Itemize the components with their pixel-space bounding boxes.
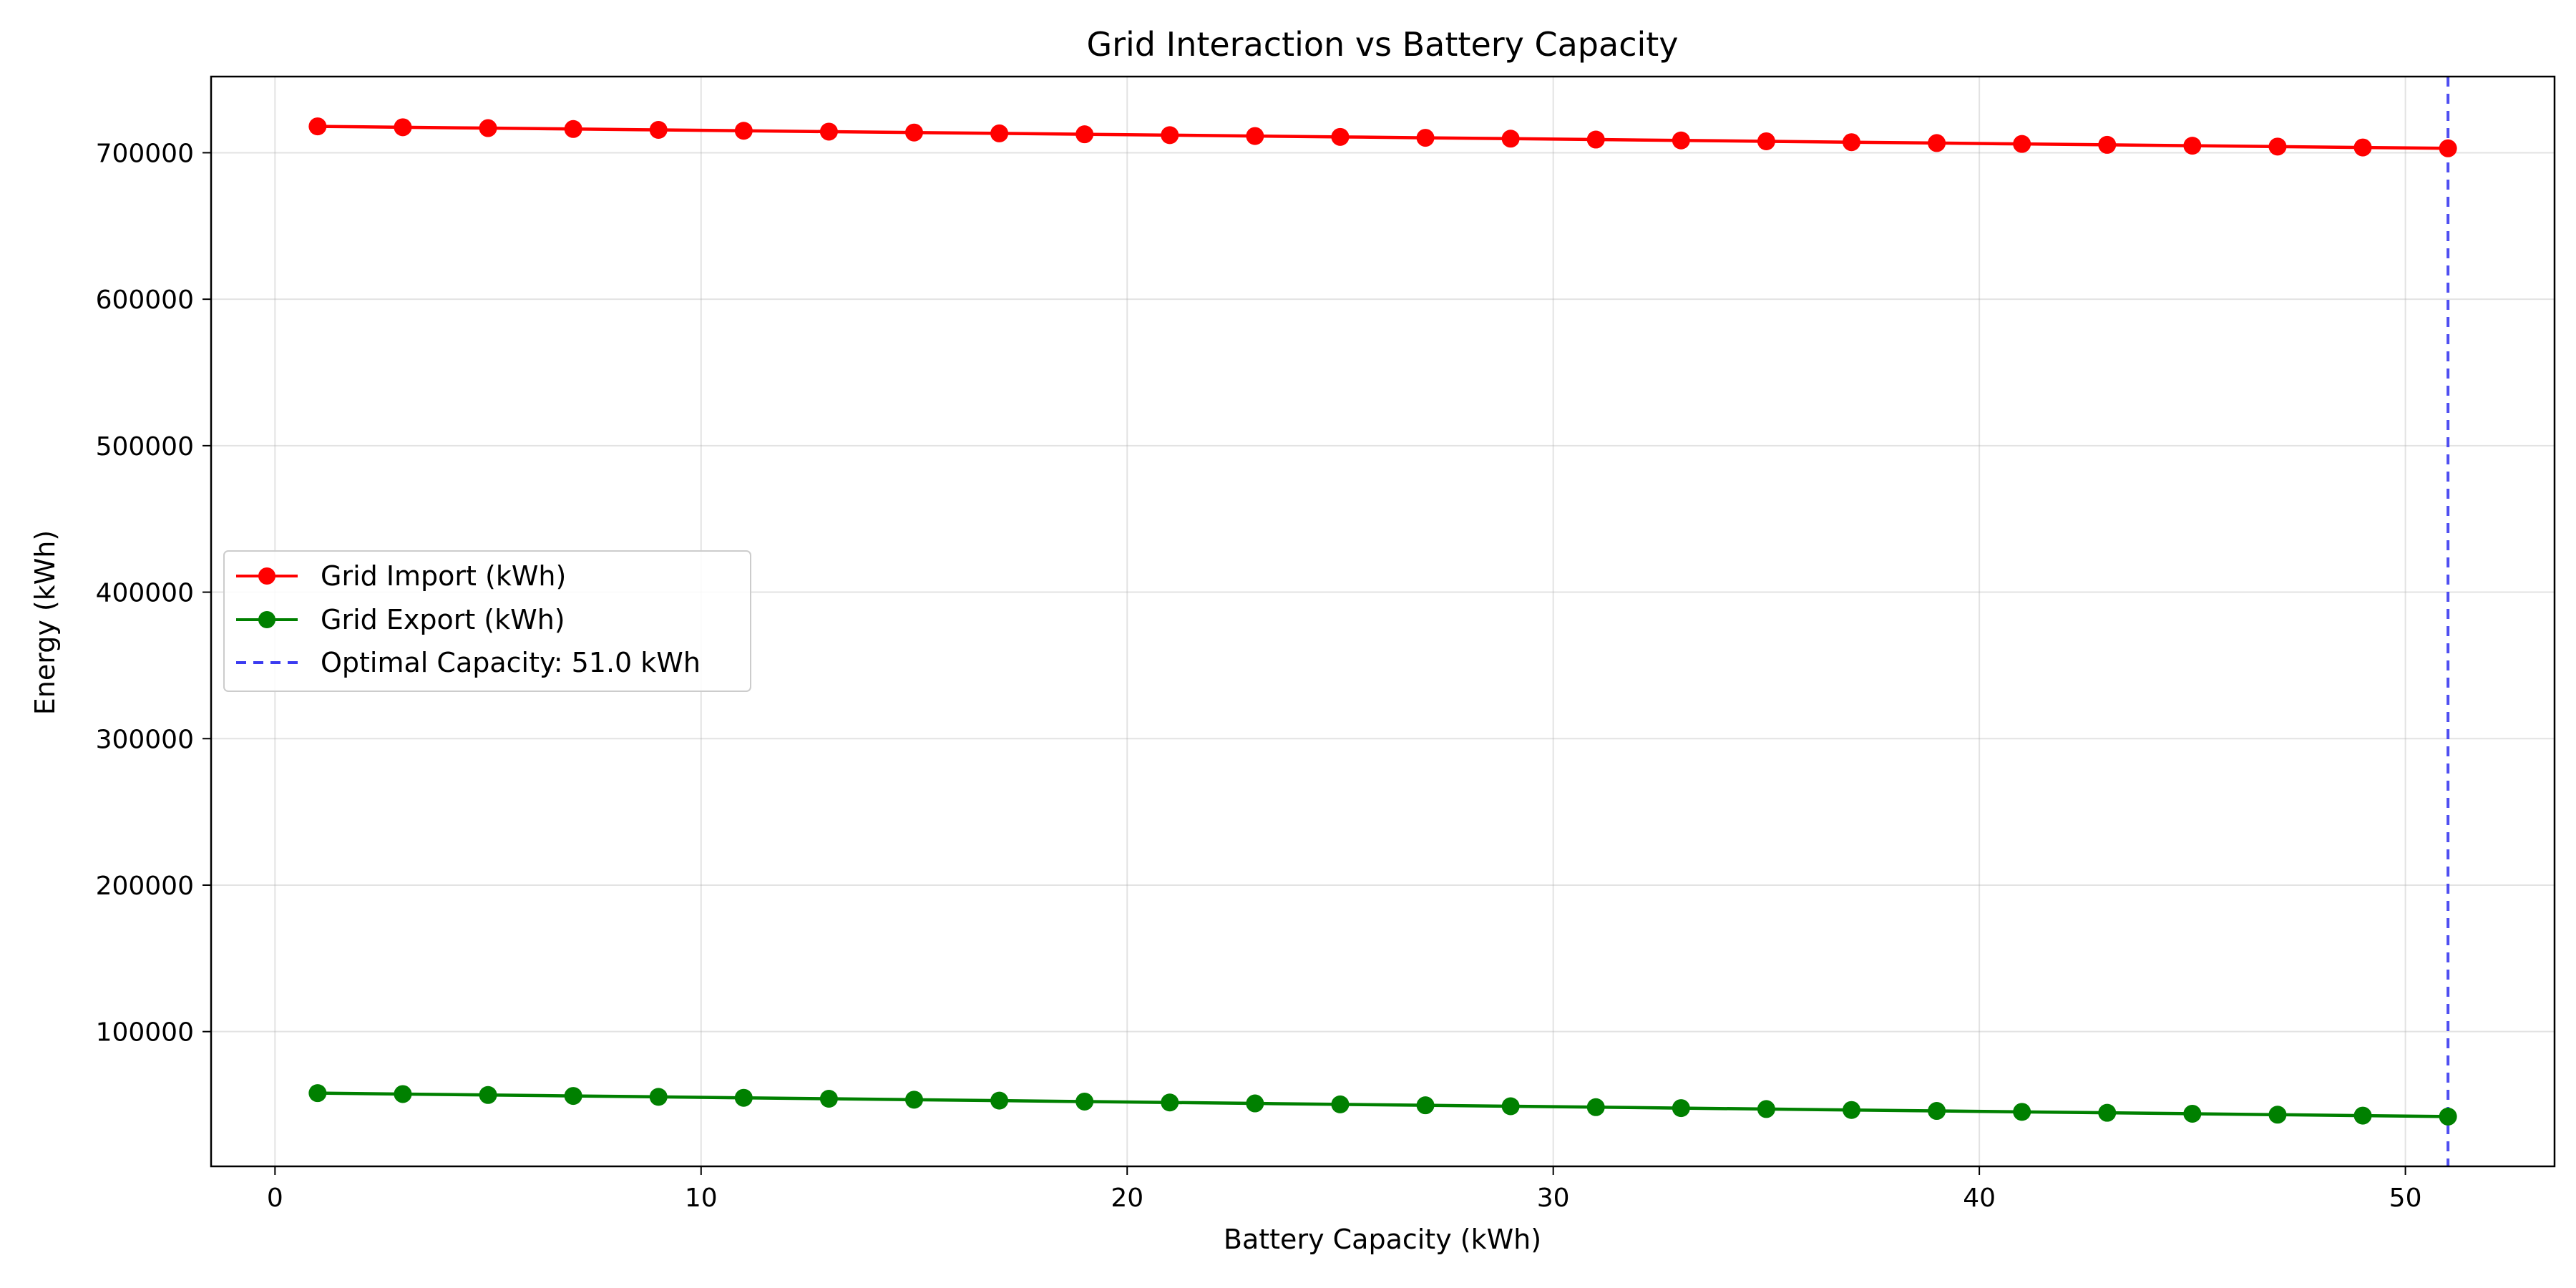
series-export-point [734,1088,753,1107]
series-import-point [1246,127,1264,145]
series-export-point [2353,1106,2372,1125]
series-export-point [394,1085,412,1103]
series-export-point [1672,1099,1690,1118]
series-import-point [1586,130,1605,149]
series-import-point [1075,125,1094,144]
series-import-point [649,121,668,140]
y-tick-label: 200000 [96,872,194,901]
legend-export-marker [258,611,275,628]
series-export-point [905,1091,923,1109]
x-tick-label: 20 [1111,1184,1143,1213]
x-tick-label: 10 [685,1184,718,1213]
series-import-point [308,117,327,136]
series-export-point [1757,1100,1775,1118]
series-import-point [2353,138,2372,157]
y-tick-label: 400000 [96,579,194,608]
series-import-point [564,119,582,138]
series-export-point [1416,1096,1435,1115]
series-export-line [317,1091,2449,1118]
series-import-point [394,118,412,137]
series-import-point [734,122,753,140]
tick-layer: 0 10 20 30 40 50 100000 200000 300000 400000 50000… [96,139,2422,1213]
y-tick-label: 300000 [96,725,194,754]
series-import-point [1161,126,1179,145]
series-import-point [479,119,497,137]
y-axis-label: Energy (kWh) [29,530,61,715]
series-import-point [1672,131,1690,150]
series-export-point [2268,1106,2287,1124]
series-import-point [905,123,923,142]
series-export-point [564,1087,582,1106]
series-export-point [479,1085,497,1104]
series-import-point [2183,137,2202,155]
legend: Grid Import (kWh) Grid Export (kWh) Opti… [223,550,751,692]
plot-frame [210,75,2556,1168]
y-tick-label: 500000 [96,432,194,462]
x-tick-label: 40 [1963,1184,1996,1213]
x-tick-label: 0 [267,1184,283,1213]
series-import-point [2013,135,2031,153]
legend-import-label: Grid Import (kWh) [321,560,566,592]
series-export-point [1331,1095,1350,1113]
series-import-line [317,125,2449,150]
series-import-point [2439,139,2457,157]
series-export-point [2439,1107,2457,1126]
series-export-point [1501,1097,1520,1116]
series-import-point [1331,127,1350,146]
series-export-point [819,1090,838,1108]
series-import-point [2268,137,2287,156]
series-export-point [1586,1098,1605,1116]
series-export-point [2013,1103,2031,1121]
series-import-point [819,122,838,141]
series-import-point [2098,135,2117,154]
y-tick-label: 100000 [96,1018,194,1048]
series-export-point [1246,1094,1264,1113]
series-export-point [1161,1093,1179,1112]
series-import-point [1843,133,1860,152]
x-axis-label: Battery Capacity (kWh) [1224,1224,1541,1255]
series-export-point [2098,1103,2117,1122]
series-layer [308,117,2457,1126]
series-import-point [1501,130,1520,148]
legend-import-marker [258,567,275,585]
series-export-point [308,1084,327,1103]
series-export-point [1843,1101,1860,1119]
chart-title: Grid Interaction vs Battery Capacity [1086,25,1678,64]
legend-export-label: Grid Export (kWh) [321,604,565,635]
series-import-point [1416,129,1435,147]
y-tick-label: 600000 [96,286,194,315]
series-export-point [1075,1092,1094,1111]
legend-optimal-label: Optimal Capacity: 51.0 kWh [321,647,701,678]
series-import-point [1928,134,1946,152]
x-tick-label: 30 [1537,1184,1570,1213]
x-tick-label: 50 [2389,1184,2422,1213]
series-export-point [990,1091,1009,1110]
series-import-point [990,124,1009,142]
legend-box [223,550,751,692]
series-export-point [2183,1104,2202,1123]
grid-layer [211,77,2555,1166]
series-import-point [1757,132,1775,150]
y-tick-label: 700000 [96,139,194,168]
series-export-point [1928,1102,1946,1121]
series-export-point [649,1088,668,1106]
